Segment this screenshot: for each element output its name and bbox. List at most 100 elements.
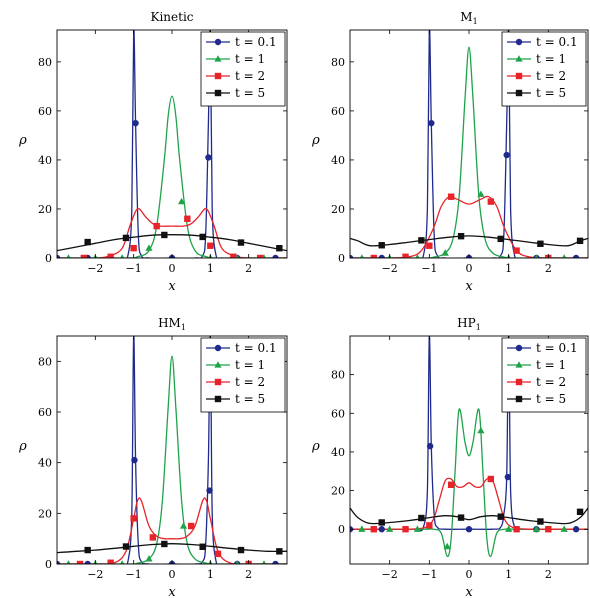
y-axis-label: ρ xyxy=(18,133,27,148)
x-tick-label: 0 xyxy=(169,262,176,275)
plot-area xyxy=(57,30,287,258)
data-point xyxy=(205,154,212,161)
x-tick-label: −1 xyxy=(421,262,437,275)
y-axis-label: ρ xyxy=(311,133,320,148)
y-tick-label: 60 xyxy=(331,407,345,420)
data-point xyxy=(457,232,465,240)
data-point xyxy=(497,235,504,243)
legend-entry: t = 1 xyxy=(235,358,265,372)
x-tick-label: −2 xyxy=(382,568,398,581)
data-point xyxy=(418,237,425,244)
data-point xyxy=(487,475,495,483)
legend-entry: t = 1 xyxy=(536,358,566,372)
data-point xyxy=(513,247,520,254)
data-point xyxy=(505,525,513,532)
data-point xyxy=(199,543,206,550)
data-point xyxy=(122,234,130,242)
data-point xyxy=(272,560,279,564)
series-line-2 xyxy=(57,355,287,564)
data-point xyxy=(66,254,71,258)
legend: t = 0.1 t = 1 t = 2 t = 5 xyxy=(200,337,286,413)
data-point xyxy=(413,525,422,532)
data-point xyxy=(560,525,568,532)
x-tick-label: 0 xyxy=(466,568,473,581)
y-tick-label: 40 xyxy=(38,154,52,167)
x-tick-label: −2 xyxy=(87,262,103,275)
data-point xyxy=(145,244,153,251)
x-axis-label: x xyxy=(465,585,473,598)
data-point xyxy=(131,456,138,464)
legend: t = 0.1 t = 1 t = 2 t = 5 xyxy=(501,31,587,107)
data-point xyxy=(378,254,385,258)
data-point xyxy=(57,254,61,258)
data-point xyxy=(402,526,409,533)
data-point xyxy=(66,560,71,564)
data-point xyxy=(107,253,114,258)
data-point xyxy=(426,242,433,249)
legend-marker xyxy=(515,38,523,46)
y-tick-label: 0 xyxy=(338,523,345,536)
legend-entry: t = 2 xyxy=(536,375,566,389)
chart-title-subscript: 1 xyxy=(181,323,186,332)
legend-entry: t = 0.1 xyxy=(536,35,578,49)
x-tick-label: 2 xyxy=(245,262,252,275)
legend-marker xyxy=(515,72,523,80)
data-point xyxy=(145,555,153,562)
legend: t = 0.1 t = 1 t = 2 t = 5 xyxy=(501,337,587,413)
data-point xyxy=(426,442,434,450)
x-tick-label: −1 xyxy=(126,262,142,275)
data-point xyxy=(477,426,485,434)
data-point xyxy=(199,233,206,241)
series-line-2 xyxy=(350,46,588,258)
legend-entry: t = 0.1 xyxy=(536,341,578,355)
data-point xyxy=(80,254,88,258)
x-axis-label: x xyxy=(168,585,176,598)
y-tick-label: 60 xyxy=(38,406,52,419)
legend-marker xyxy=(515,395,523,403)
data-point xyxy=(532,525,541,532)
data-point xyxy=(378,242,385,249)
y-tick-label: 80 xyxy=(331,56,345,69)
y-tick-label: 80 xyxy=(38,355,52,368)
x-tick-label: −1 xyxy=(126,568,142,581)
y-tick-label: 40 xyxy=(38,457,52,470)
data-point xyxy=(161,231,168,239)
data-point xyxy=(418,514,425,522)
legend-entry: t = 2 xyxy=(536,69,566,83)
data-point xyxy=(132,119,139,127)
legend-entry: t = 0.1 xyxy=(235,35,277,49)
legend-marker xyxy=(515,378,523,386)
data-point xyxy=(572,254,580,258)
data-point xyxy=(378,519,385,526)
legend-marker xyxy=(515,89,523,97)
x-tick-label: 2 xyxy=(245,568,252,581)
y-tick-label: 0 xyxy=(45,252,52,265)
legend-marker xyxy=(515,344,523,352)
legend-entry: t = 2 xyxy=(235,69,265,83)
y-tick-label: 80 xyxy=(38,56,52,69)
data-point xyxy=(497,513,504,520)
data-point xyxy=(177,197,186,205)
data-point xyxy=(370,526,377,533)
y-tick-label: 20 xyxy=(331,485,345,498)
series-line-2 xyxy=(57,95,287,258)
x-axis-label: x xyxy=(168,279,176,294)
data-point xyxy=(122,543,130,550)
x-tick-label: 2 xyxy=(545,262,552,275)
data-point xyxy=(57,560,61,564)
y-tick-label: 20 xyxy=(331,203,345,216)
legend-marker xyxy=(214,361,222,368)
legend-marker xyxy=(515,55,523,62)
series-line-3 xyxy=(57,497,287,564)
legend-entry: t = 5 xyxy=(235,392,265,406)
data-point xyxy=(350,254,354,258)
series-line-3 xyxy=(350,477,588,530)
y-tick-label: 60 xyxy=(331,105,345,118)
chart-title: HM1 xyxy=(158,316,186,332)
data-point xyxy=(130,244,137,252)
y-axis-label: ρ xyxy=(311,439,320,454)
